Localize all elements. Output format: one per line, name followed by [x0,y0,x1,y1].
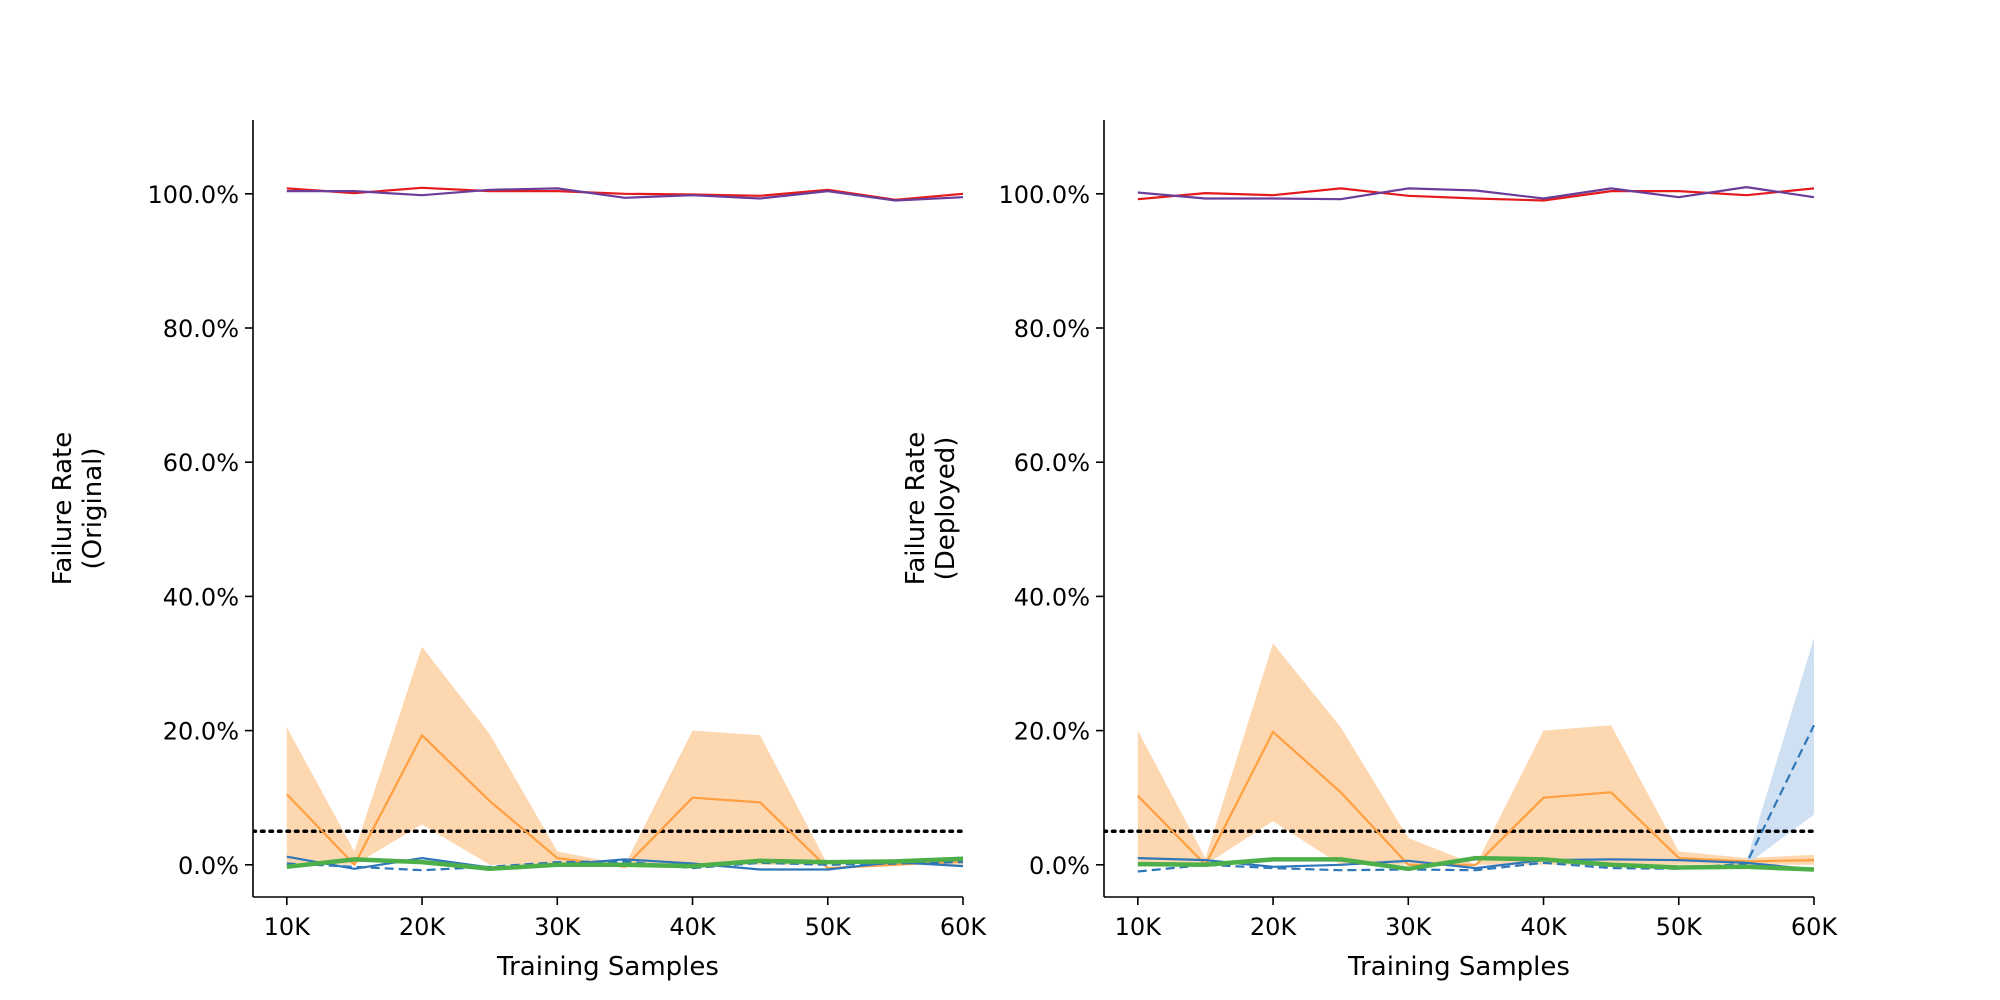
y-tick-label: 40.0% [163,583,239,611]
y-tick-label: 20.0% [163,718,239,746]
y-tick-label: 80.0% [1014,315,1090,343]
y-axis-title-line: (Deployed) [931,437,961,581]
series-5-line [286,856,964,872]
y-tick-label: 0.0% [1029,852,1090,880]
series-0-line [1137,187,1815,202]
series-4-confidence-band [1746,638,1814,865]
x-tick-label: 50K [1656,913,1704,941]
y-tick-label: 60.0% [1014,449,1090,477]
y-tick-label: 60.0% [163,449,239,477]
x-tick-label: 50K [805,913,853,941]
x-tick-label: 30K [1385,913,1433,941]
y-tick-label: 100.0% [147,181,239,209]
x-axis-title: Training Samples [1347,952,1570,982]
y-tick-label: 0.0% [178,852,239,880]
right-panel-deployed: 0.0% 20.0% 40.0% 60.0% 80.0% 100.0% 10K 20K 30K 4… [901,120,1838,982]
series-2-line [1137,730,1815,866]
series-1-line [1137,186,1815,201]
y-tick-label: 20.0% [1014,718,1090,746]
series-2-confidence-band [286,646,963,865]
y-axis-title-line: Failure Rate [48,432,78,585]
x-tick-label: 60K [940,913,988,941]
y-tick-label: 80.0% [163,315,239,343]
x-tick-label: 60K [1791,913,1839,941]
series-1-line [286,187,964,202]
y-axis-title: Failure Rate(Deployed) [901,432,961,585]
left-panel-original: 0.0% 20.0% 40.0% 60.0% 80.0% 100.0% 10K 20K 30K 4… [48,120,987,982]
y-tick-label: 100.0% [998,181,1090,209]
series-2-confidence-band [1137,643,1814,865]
x-axis-title: Training Samples [496,952,719,982]
y-tick-label: 40.0% [1014,583,1090,611]
x-tick-label: 10K [1115,913,1163,941]
series-3-line [1137,857,1815,871]
series-4-line [286,860,964,872]
plot-area [253,186,965,872]
y-axis-title: Failure Rate(Original) [48,432,108,585]
series-5-line [1137,855,1815,872]
x-tick-label: 40K [1520,913,1568,941]
x-tick-label: 20K [399,913,447,941]
y-axis-title-line: Failure Rate [901,432,931,585]
x-tick-label: 10K [264,913,312,941]
x-tick-label: 20K [1250,913,1298,941]
x-tick-label: 30K [534,913,582,941]
y-axis-title-line: (Original) [78,447,108,569]
plot-area [1104,186,1816,873]
x-tick-label: 40K [669,913,717,941]
